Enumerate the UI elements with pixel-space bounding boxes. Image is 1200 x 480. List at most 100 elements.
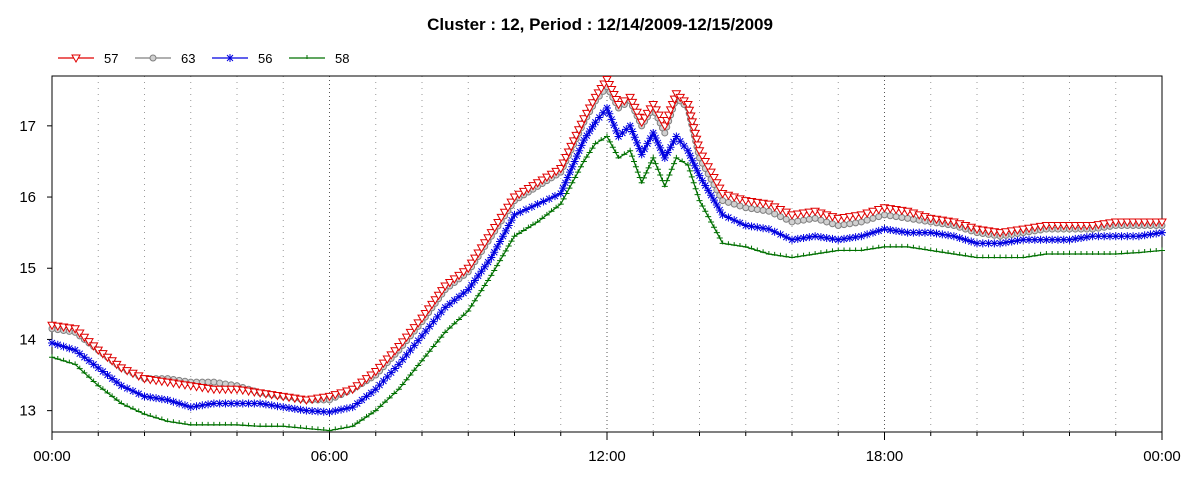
data-point-marker: [932, 229, 941, 238]
data-point-marker: [1041, 222, 1052, 231]
data-point-marker: [451, 320, 458, 325]
data-point-marker: [1141, 249, 1148, 254]
data-point-marker: [464, 285, 473, 294]
data-point-marker: [368, 410, 375, 415]
data-point-marker: [577, 141, 586, 150]
data-point-marker: [703, 163, 714, 172]
data-point-marker: [1008, 254, 1015, 259]
data-point-marker: [1078, 251, 1085, 255]
data-point-marker: [961, 235, 970, 244]
data-point-marker: [828, 220, 836, 228]
data-point-marker: [370, 367, 381, 377]
data-point-marker: [714, 184, 725, 194]
data-point-marker: [391, 364, 400, 373]
data-point-marker: [956, 251, 963, 256]
data-point-marker: [846, 247, 853, 252]
data-point-marker: [402, 350, 411, 359]
data-point-marker: [862, 209, 873, 219]
data-point-marker: [494, 262, 501, 267]
data-point-marker: [405, 328, 416, 338]
data-point-marker: [1029, 223, 1040, 233]
data-point-marker: [1006, 227, 1017, 236]
data-point-marker: [331, 406, 340, 415]
data-point-marker: [630, 158, 637, 163]
data-point-marker: [1018, 225, 1029, 235]
data-point-marker: [685, 112, 696, 122]
data-point-marker: [438, 334, 445, 339]
data-point-marker: [581, 109, 592, 119]
data-point-marker: [238, 399, 247, 408]
data-point-marker: [595, 113, 604, 122]
data-point-marker: [403, 376, 410, 381]
data-point-marker: [267, 401, 276, 410]
data-point-marker: [522, 205, 531, 214]
data-point-marker: [525, 224, 532, 229]
data-point-marker: [1099, 220, 1110, 229]
data-point-marker: [1140, 231, 1149, 240]
data-point-marker: [487, 253, 496, 262]
data-point-marker: [753, 223, 762, 232]
data-point-marker: [798, 209, 809, 219]
data-point-marker: [630, 133, 639, 142]
data-point-marker: [863, 230, 872, 239]
data-point-marker: [1101, 251, 1108, 255]
data-point-marker: [469, 254, 480, 264]
data-point-marker: [794, 253, 801, 258]
data-point-marker: [968, 253, 975, 258]
data-point-marker: [209, 399, 218, 408]
data-point-marker: [664, 177, 671, 182]
data-point-marker: [697, 152, 708, 162]
data-point-marker: [545, 194, 554, 203]
data-point-marker: [1082, 233, 1091, 242]
data-point-marker: [880, 225, 889, 234]
data-point-marker: [533, 200, 542, 209]
data-point-marker: [163, 395, 172, 404]
data-point-marker: [204, 400, 213, 409]
data-point-marker: [95, 382, 102, 387]
data-point-marker: [481, 282, 488, 287]
data-point-marker: [794, 217, 802, 225]
data-point-marker: [1094, 232, 1103, 241]
data-point-marker: [1031, 252, 1038, 257]
data-point-marker: [586, 149, 593, 154]
data-point-marker: [1013, 236, 1022, 245]
data-point-marker: [70, 325, 80, 334]
data-point-marker: [1112, 251, 1119, 255]
data-point-marker: [532, 179, 543, 188]
data-point-marker: [693, 141, 703, 150]
data-point-marker: [615, 154, 622, 159]
data-point-marker: [852, 219, 860, 227]
data-point-marker: [699, 202, 706, 207]
data-point-marker: [320, 427, 327, 432]
data-point-marker: [764, 225, 773, 234]
data-point-marker: [1053, 222, 1063, 231]
data-point-marker: [609, 144, 616, 149]
data-point-marker: [618, 128, 627, 137]
data-point-marker: [898, 243, 905, 248]
data-point-marker: [950, 251, 957, 255]
data-point-marker: [239, 422, 246, 427]
legend-item-58: 58: [289, 51, 349, 66]
data-point-marker: [488, 272, 495, 277]
data-point-marker: [696, 197, 703, 202]
data-point-marker: [559, 184, 568, 193]
data-point-marker: [296, 405, 305, 414]
data-point-marker: [687, 118, 698, 127]
data-point-marker: [805, 233, 814, 242]
data-point-marker: [1001, 228, 1011, 237]
data-point-marker: [1072, 251, 1079, 255]
data-point-marker: [374, 363, 385, 373]
data-point-marker: [341, 387, 352, 397]
data-point-marker: [1030, 235, 1039, 244]
data-point-marker: [661, 183, 668, 188]
data-point-marker: [553, 204, 560, 209]
data-point-marker: [628, 127, 637, 136]
data-point-marker: [962, 252, 969, 257]
data-point-marker: [788, 235, 796, 244]
data-point-marker: [1159, 247, 1165, 252]
data-point-marker: [49, 354, 55, 359]
data-point-marker: [904, 243, 911, 248]
data-point-marker: [123, 384, 132, 393]
data-point-marker: [475, 292, 482, 297]
data-point-marker: [822, 233, 831, 242]
